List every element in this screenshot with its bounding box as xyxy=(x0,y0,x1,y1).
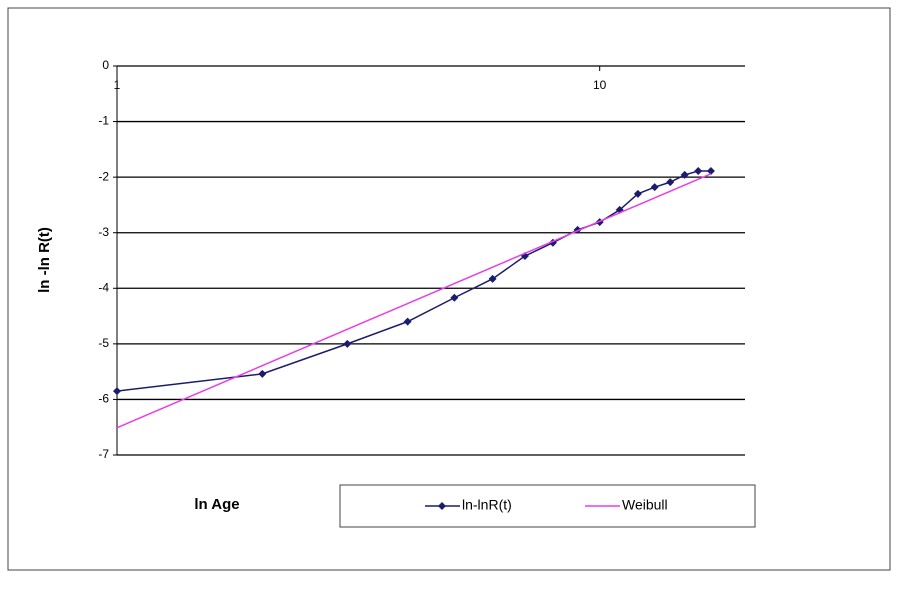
y-tick-label: -4 xyxy=(98,280,109,294)
series-line xyxy=(116,173,712,429)
x-tick-label: 1 xyxy=(114,78,121,92)
marker xyxy=(258,369,267,378)
marker xyxy=(666,178,675,187)
marker xyxy=(450,293,459,302)
legend-box xyxy=(339,484,756,528)
legend-label: ln-lnR(t) xyxy=(462,497,512,513)
marker xyxy=(680,170,689,179)
marker xyxy=(343,339,352,348)
x-axis-title: ln Age xyxy=(194,496,239,513)
y-tick-label: 0 xyxy=(102,58,109,72)
y-tick-label: -3 xyxy=(98,225,109,239)
marker xyxy=(694,167,703,176)
chart-frame xyxy=(7,7,891,571)
marker xyxy=(403,317,412,326)
marker xyxy=(633,189,642,198)
marker xyxy=(113,387,121,396)
x-tick-label: 10 xyxy=(593,78,607,92)
legend-label: Weibull xyxy=(622,497,668,513)
y-tick-label: -7 xyxy=(98,447,109,461)
marker xyxy=(706,167,715,176)
marker xyxy=(488,274,497,283)
y-tick-label: -1 xyxy=(98,114,109,128)
y-tick-label: -2 xyxy=(98,169,109,183)
y-tick-label: -5 xyxy=(98,336,109,350)
marker xyxy=(650,183,659,192)
y-axis-title: ln -ln R(t) xyxy=(36,227,53,293)
y-tick-label: -6 xyxy=(98,392,109,406)
legend-marker xyxy=(438,502,446,510)
